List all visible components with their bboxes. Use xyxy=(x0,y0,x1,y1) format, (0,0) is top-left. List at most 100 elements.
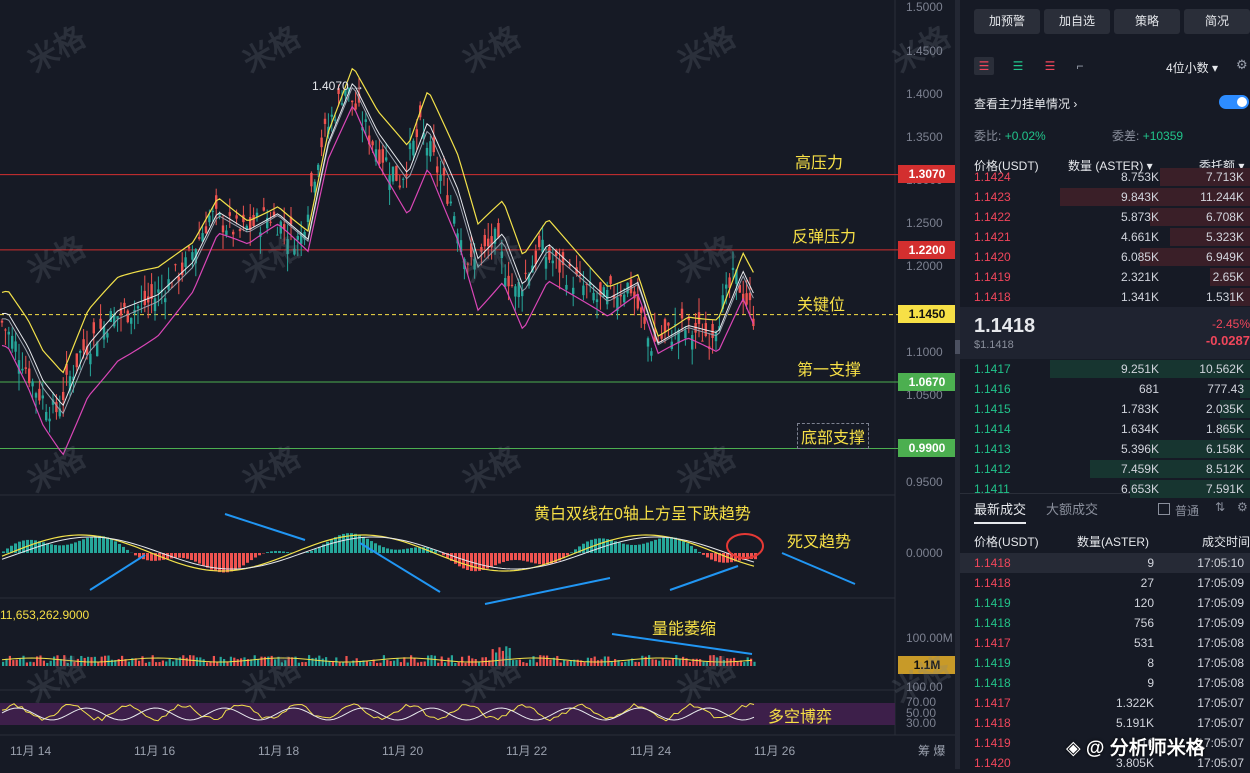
macd-bar xyxy=(250,553,253,560)
volume-bar xyxy=(369,662,371,666)
candlestick-chart[interactable] xyxy=(0,0,960,769)
candle-body xyxy=(565,285,567,290)
macd-bar xyxy=(698,552,701,553)
macd-bar xyxy=(530,553,533,563)
tab-large-trades[interactable]: 大额成交 xyxy=(1046,499,1098,518)
volume-bar xyxy=(743,662,745,666)
volume-bar xyxy=(186,658,188,666)
add-alert-button[interactable]: 加预警 xyxy=(974,9,1040,34)
row-qty: 4.661K xyxy=(1121,227,1159,247)
macd-bar xyxy=(90,537,93,553)
x-axis-tools[interactable]: 筹 爆 xyxy=(918,742,945,759)
macd-bar xyxy=(658,539,661,553)
mainforce-link[interactable]: 查看主力挂单情况 › xyxy=(974,95,1077,112)
settings-icon[interactable]: ⚙ xyxy=(1236,57,1248,73)
macd-bar xyxy=(306,552,309,553)
decimals-value: 4位小数 xyxy=(1166,61,1209,75)
chevron-down-icon: ▾ xyxy=(1212,61,1218,75)
candle-body xyxy=(320,138,322,148)
volume-bar xyxy=(441,656,443,666)
candle-body xyxy=(76,353,78,367)
volume-bar xyxy=(216,662,218,666)
candle-body xyxy=(426,148,428,156)
volume-bar xyxy=(662,658,664,666)
book-both-icon[interactable]: ☰ xyxy=(974,57,994,75)
macd-bar xyxy=(582,544,585,553)
candle-body xyxy=(157,289,159,292)
book-asks-icon[interactable]: ☰ xyxy=(1040,57,1060,75)
chart-area[interactable]: 1.5000 1.4500 1.4000 1.3500 1.3000 1.250… xyxy=(0,0,960,769)
x-tick: 11月 18 xyxy=(258,742,299,759)
row-qty: 2.321K xyxy=(1121,267,1159,287)
candle-body xyxy=(365,119,367,122)
macd-bar xyxy=(334,537,337,553)
add-watchlist-button[interactable]: 加自选 xyxy=(1044,9,1110,34)
volume-bar xyxy=(97,662,99,666)
x-tick: 11月 20 xyxy=(382,742,423,759)
macd-bar xyxy=(2,551,5,553)
trade-qty: 756 xyxy=(1134,613,1154,633)
filter-icon[interactable]: ⇅ xyxy=(1215,500,1225,514)
row-value: 6.708K xyxy=(1206,207,1244,227)
macd-bar xyxy=(326,542,329,553)
volume-bar xyxy=(641,656,643,666)
macd-bar xyxy=(54,545,57,553)
volume-bar xyxy=(16,660,18,666)
volume-bar xyxy=(526,663,528,666)
volume-bar xyxy=(22,656,24,666)
macd-bar xyxy=(526,553,529,562)
candle-body xyxy=(235,215,237,218)
volume-ma-line xyxy=(2,658,752,662)
volume-bar xyxy=(648,655,650,666)
macd-bar xyxy=(126,550,129,553)
candle-body xyxy=(127,311,129,323)
candle-body xyxy=(514,286,516,296)
volume-annotation: 量能萎缩 xyxy=(652,615,716,639)
normal-checkbox[interactable] xyxy=(1158,503,1170,515)
book-depth-icon[interactable]: ⌐ xyxy=(1070,57,1090,75)
book-bids-icon[interactable]: ☰ xyxy=(1008,57,1028,75)
macd-bar xyxy=(266,552,269,553)
macd-bar xyxy=(190,553,193,560)
macd-bar xyxy=(78,541,81,553)
decimals-select[interactable]: 4位小数 ▾ xyxy=(1166,59,1218,76)
candle-body xyxy=(681,309,683,319)
normal-label: 普通 xyxy=(1175,502,1199,519)
macd-bar xyxy=(186,553,189,559)
overview-button[interactable]: 简况 xyxy=(1184,9,1250,34)
tab-latest-trades[interactable]: 最新成交 xyxy=(974,499,1026,524)
macd-bar xyxy=(202,553,205,566)
macd-bar xyxy=(682,541,685,553)
candle-body xyxy=(392,167,394,182)
macd-bar xyxy=(254,553,257,558)
price-tick: 1.2500 xyxy=(906,216,943,230)
candle-body xyxy=(524,273,526,274)
price-tick: 1.4000 xyxy=(906,87,943,101)
trade-price: 1.1418 xyxy=(974,553,1011,573)
settings-icon[interactable]: ⚙ xyxy=(1237,500,1248,514)
volume-bar xyxy=(2,662,4,666)
candle-body xyxy=(599,282,601,295)
volume-bar xyxy=(634,662,636,666)
row-qty: 5.396K xyxy=(1121,439,1159,459)
macd-bar xyxy=(494,553,497,565)
mainforce-toggle[interactable] xyxy=(1219,95,1249,109)
volume-bar xyxy=(339,662,341,666)
strategy-button[interactable]: 策略 xyxy=(1114,9,1180,34)
